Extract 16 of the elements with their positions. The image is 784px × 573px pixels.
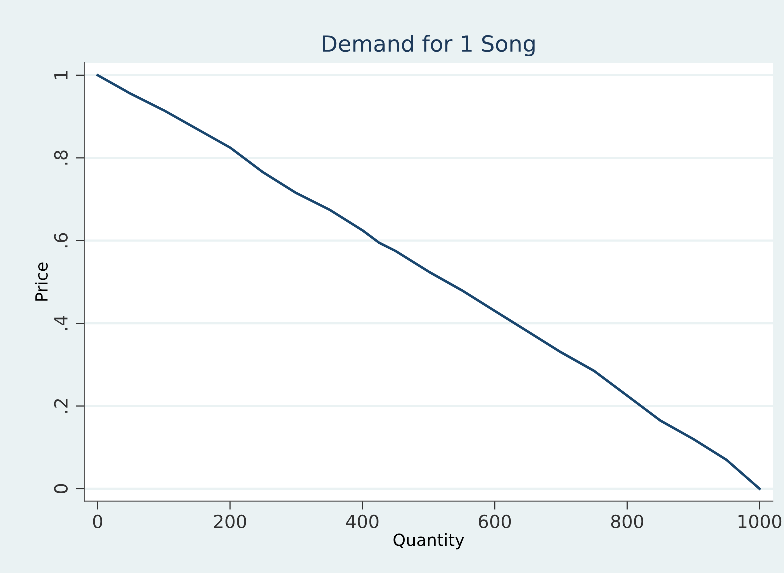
y-tick-label: 0 [54, 484, 68, 494]
y-axis-title: Price [35, 262, 48, 301]
x-tick-label: 0 [93, 514, 102, 529]
x-tick-label: 200 [214, 514, 246, 529]
y-tick-label: .8 [54, 150, 68, 165]
x-tick-label: 400 [346, 514, 379, 529]
y-tick-label: 1 [54, 71, 68, 80]
x-axis-title: Quantity [394, 533, 464, 550]
chart-title: Demand for 1 Song [323, 35, 535, 57]
y-tick-label: .4 [54, 316, 68, 330]
x-tick-label: 600 [479, 514, 512, 529]
x-tick-label: 800 [611, 514, 644, 529]
x-tick-label: 1000 [738, 514, 782, 529]
y-tick-label: .2 [54, 399, 68, 413]
line-series [96, 74, 762, 490]
y-tick-label: .6 [54, 233, 68, 248]
